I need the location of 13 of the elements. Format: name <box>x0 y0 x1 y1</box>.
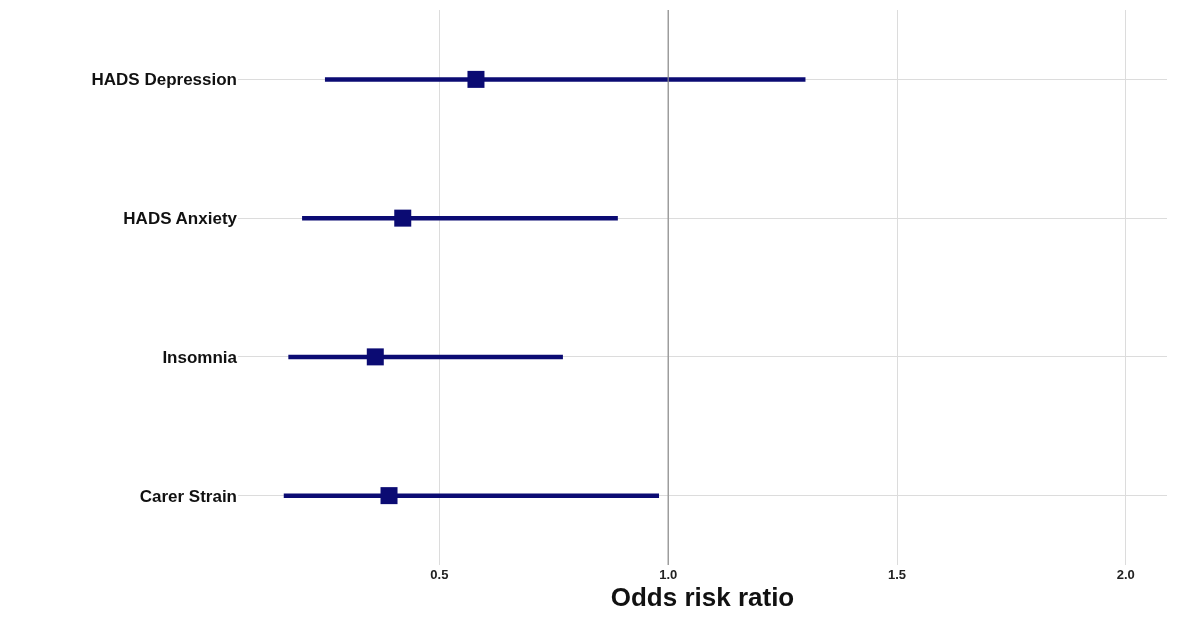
point <box>394 209 412 227</box>
point <box>467 70 485 88</box>
y-tick-label: Insomnia <box>162 347 238 367</box>
point <box>380 487 398 505</box>
x-tick-label: 2.0 <box>1116 567 1135 582</box>
y-tick-label: HADS Depression <box>91 70 237 90</box>
y-tick-label: Carer Strain <box>139 486 237 506</box>
x-tick-label: 1.5 <box>887 567 907 582</box>
point <box>366 348 384 366</box>
x-tick-label: 0.5 <box>430 567 449 582</box>
y-tick-label: HADS Anxiety <box>123 209 238 229</box>
x-tick-label: 1.0 <box>659 567 678 582</box>
x-axis-title: Odds risk ratio <box>610 582 795 612</box>
